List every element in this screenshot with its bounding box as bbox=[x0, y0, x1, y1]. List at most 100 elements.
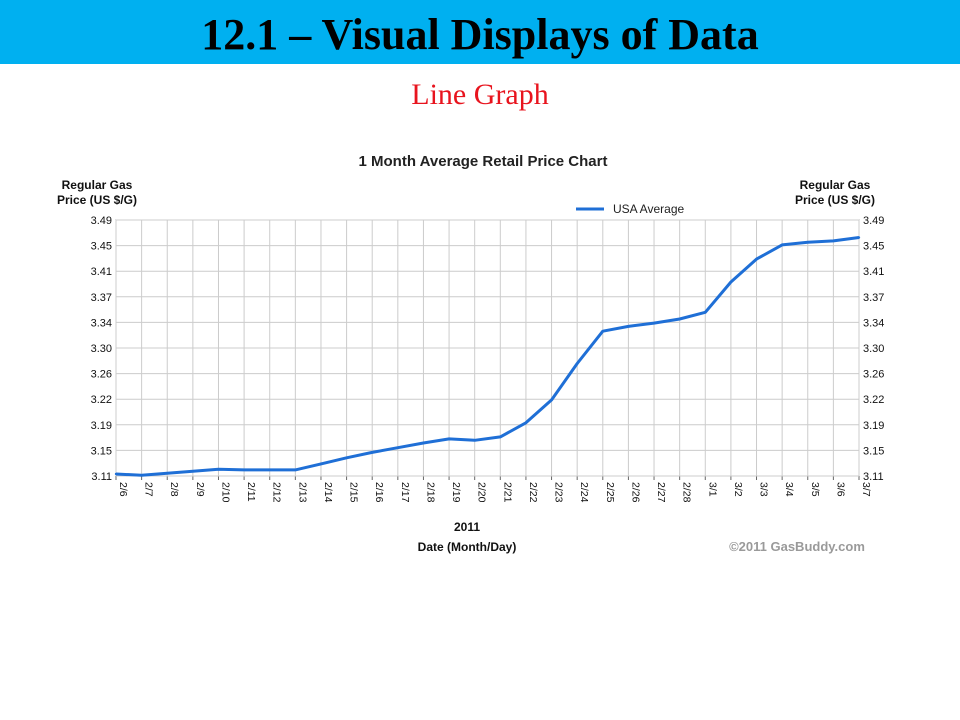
x-tick-label: 3/3 bbox=[758, 482, 770, 497]
y-tick-label-left: 3.11 bbox=[91, 471, 112, 483]
data-point bbox=[857, 236, 861, 239]
data-point bbox=[217, 468, 220, 471]
x-tick-label: 3/6 bbox=[834, 482, 846, 497]
data-point bbox=[755, 257, 758, 261]
x-tick-label: 2/9 bbox=[194, 482, 206, 497]
series-line-usa-average bbox=[115, 236, 860, 477]
x-axis-label: Date (Month/Day) bbox=[418, 540, 517, 554]
data-point bbox=[550, 398, 553, 402]
y-tick-label-left: 3.37 bbox=[91, 292, 112, 304]
x-tick-label: 3/4 bbox=[783, 482, 795, 497]
y-ticks-left: 3.49 3.45 3.41 3.37 3.34 3.30 3.26 3.22 3.19 3.15… bbox=[91, 215, 112, 483]
x-tick-label: 2/16 bbox=[373, 482, 385, 503]
x-tick-label: 2/21 bbox=[501, 482, 513, 503]
y-tick-label-left: 3.26 bbox=[91, 369, 112, 381]
data-point bbox=[806, 241, 809, 244]
y-tick-label-right: 3.19 bbox=[863, 420, 884, 432]
x-tick-label: 2/11 bbox=[245, 482, 257, 502]
data-point bbox=[524, 421, 528, 424]
data-point bbox=[473, 439, 476, 442]
y-tick-label-right: 3.15 bbox=[863, 445, 884, 457]
y-tick-label-right: 3.34 bbox=[863, 317, 884, 329]
y-tick-label-left: 3.45 bbox=[91, 241, 112, 253]
y-axis-label-right-line1: Regular Gas bbox=[800, 178, 871, 192]
legend-label: USA Average bbox=[613, 202, 684, 216]
y-tick-label-right: 3.26 bbox=[863, 369, 884, 381]
x-tick-label: 2/8 bbox=[168, 482, 180, 497]
x-tick-label: 2/13 bbox=[296, 482, 308, 503]
y-axis-label-left-line1: Regular Gas bbox=[62, 178, 133, 192]
data-point bbox=[601, 329, 604, 333]
series-group bbox=[114, 236, 861, 477]
x-tick-label: 2/10 bbox=[219, 482, 231, 503]
data-point bbox=[191, 470, 195, 473]
data-point bbox=[832, 239, 835, 243]
slide-title: 12.1 – Visual Displays of Data bbox=[201, 10, 759, 59]
data-point bbox=[396, 446, 400, 449]
data-point bbox=[268, 468, 271, 472]
y-tick-label-left: 3.15 bbox=[91, 445, 112, 457]
y-tick-label-right: 3.11 bbox=[863, 471, 884, 483]
x-tick-label: 2/28 bbox=[681, 482, 693, 503]
data-point bbox=[371, 451, 374, 454]
data-point bbox=[345, 456, 348, 460]
data-point bbox=[499, 435, 502, 439]
data-point bbox=[319, 462, 323, 466]
x-tick-label: 2/12 bbox=[271, 482, 283, 503]
y-tick-label-left: 3.30 bbox=[91, 343, 112, 355]
data-point bbox=[729, 280, 733, 284]
chart-title: 1 Month Average Retail Price Chart bbox=[359, 153, 608, 170]
y-tick-label-left: 3.19 bbox=[91, 420, 112, 432]
x-tick-label: 2/24 bbox=[578, 482, 590, 503]
y-tick-label-left: 3.49 bbox=[91, 215, 112, 227]
data-point bbox=[166, 472, 169, 475]
x-tick-label: 2/18 bbox=[424, 482, 436, 503]
x-tick-label: 3/7 bbox=[860, 482, 872, 497]
y-axis-label-right-line2: Price (US $/G) bbox=[795, 193, 875, 207]
data-point bbox=[242, 468, 246, 472]
y-tick-label-right: 3.30 bbox=[863, 343, 884, 355]
legend: USA Average bbox=[576, 202, 684, 216]
credit-text: ©2011 GasBuddy.com bbox=[729, 539, 865, 554]
y-ticks-right: 3.49 3.45 3.41 3.37 3.34 3.30 3.26 3.22 3.19 3.15… bbox=[863, 215, 884, 483]
x-tick-label: 2/6 bbox=[117, 482, 129, 497]
data-point bbox=[627, 325, 630, 328]
grid bbox=[115, 219, 860, 480]
title-bar bbox=[0, 0, 960, 64]
x-tick-label: 3/1 bbox=[706, 482, 718, 497]
x-tick-label: 2/19 bbox=[450, 482, 462, 503]
data-point bbox=[575, 362, 579, 365]
y-tick-label-left: 3.22 bbox=[91, 394, 112, 406]
slide-subtitle: Line Graph bbox=[411, 78, 549, 111]
x-tick-label: 2/26 bbox=[629, 482, 641, 503]
y-tick-label-right: 3.22 bbox=[863, 394, 884, 406]
x-tick-label: 2/27 bbox=[655, 482, 667, 503]
x-tick-label: 2/20 bbox=[476, 482, 488, 503]
data-point bbox=[140, 474, 143, 477]
y-tick-label-right: 3.37 bbox=[863, 292, 884, 304]
x-tick-label: 2/7 bbox=[143, 482, 155, 497]
x-tick-label: 2/15 bbox=[348, 482, 360, 503]
y-tick-label-left: 3.41 bbox=[91, 266, 112, 278]
data-point bbox=[780, 243, 784, 247]
data-point bbox=[447, 437, 451, 441]
y-tick-label-right: 3.49 bbox=[863, 215, 884, 227]
x-tick-label: 3/2 bbox=[732, 482, 744, 497]
x-ticks: 2/6 2/7 2/8 2/9 2/10 2/11 2/12 2/13 2/14 2/15 2/16… bbox=[117, 482, 872, 503]
y-tick-label-left: 3.34 bbox=[91, 317, 112, 329]
x-tick-label: 2/22 bbox=[527, 482, 539, 503]
data-point bbox=[294, 468, 297, 472]
x-axis-year: 2011 bbox=[454, 520, 480, 534]
x-tick-label: 2/25 bbox=[604, 482, 616, 503]
x-tick-label: 2/14 bbox=[322, 482, 334, 503]
data-point bbox=[114, 472, 118, 476]
x-tick-label: 3/5 bbox=[809, 482, 821, 497]
y-axis-label-left-line2: Price (US $/G) bbox=[57, 193, 137, 207]
data-point bbox=[704, 311, 707, 314]
data-point bbox=[422, 441, 425, 445]
y-tick-label-right: 3.41 bbox=[863, 266, 884, 278]
x-tick-label: 2/23 bbox=[553, 482, 565, 503]
data-point bbox=[678, 317, 681, 321]
data-point bbox=[652, 321, 656, 325]
